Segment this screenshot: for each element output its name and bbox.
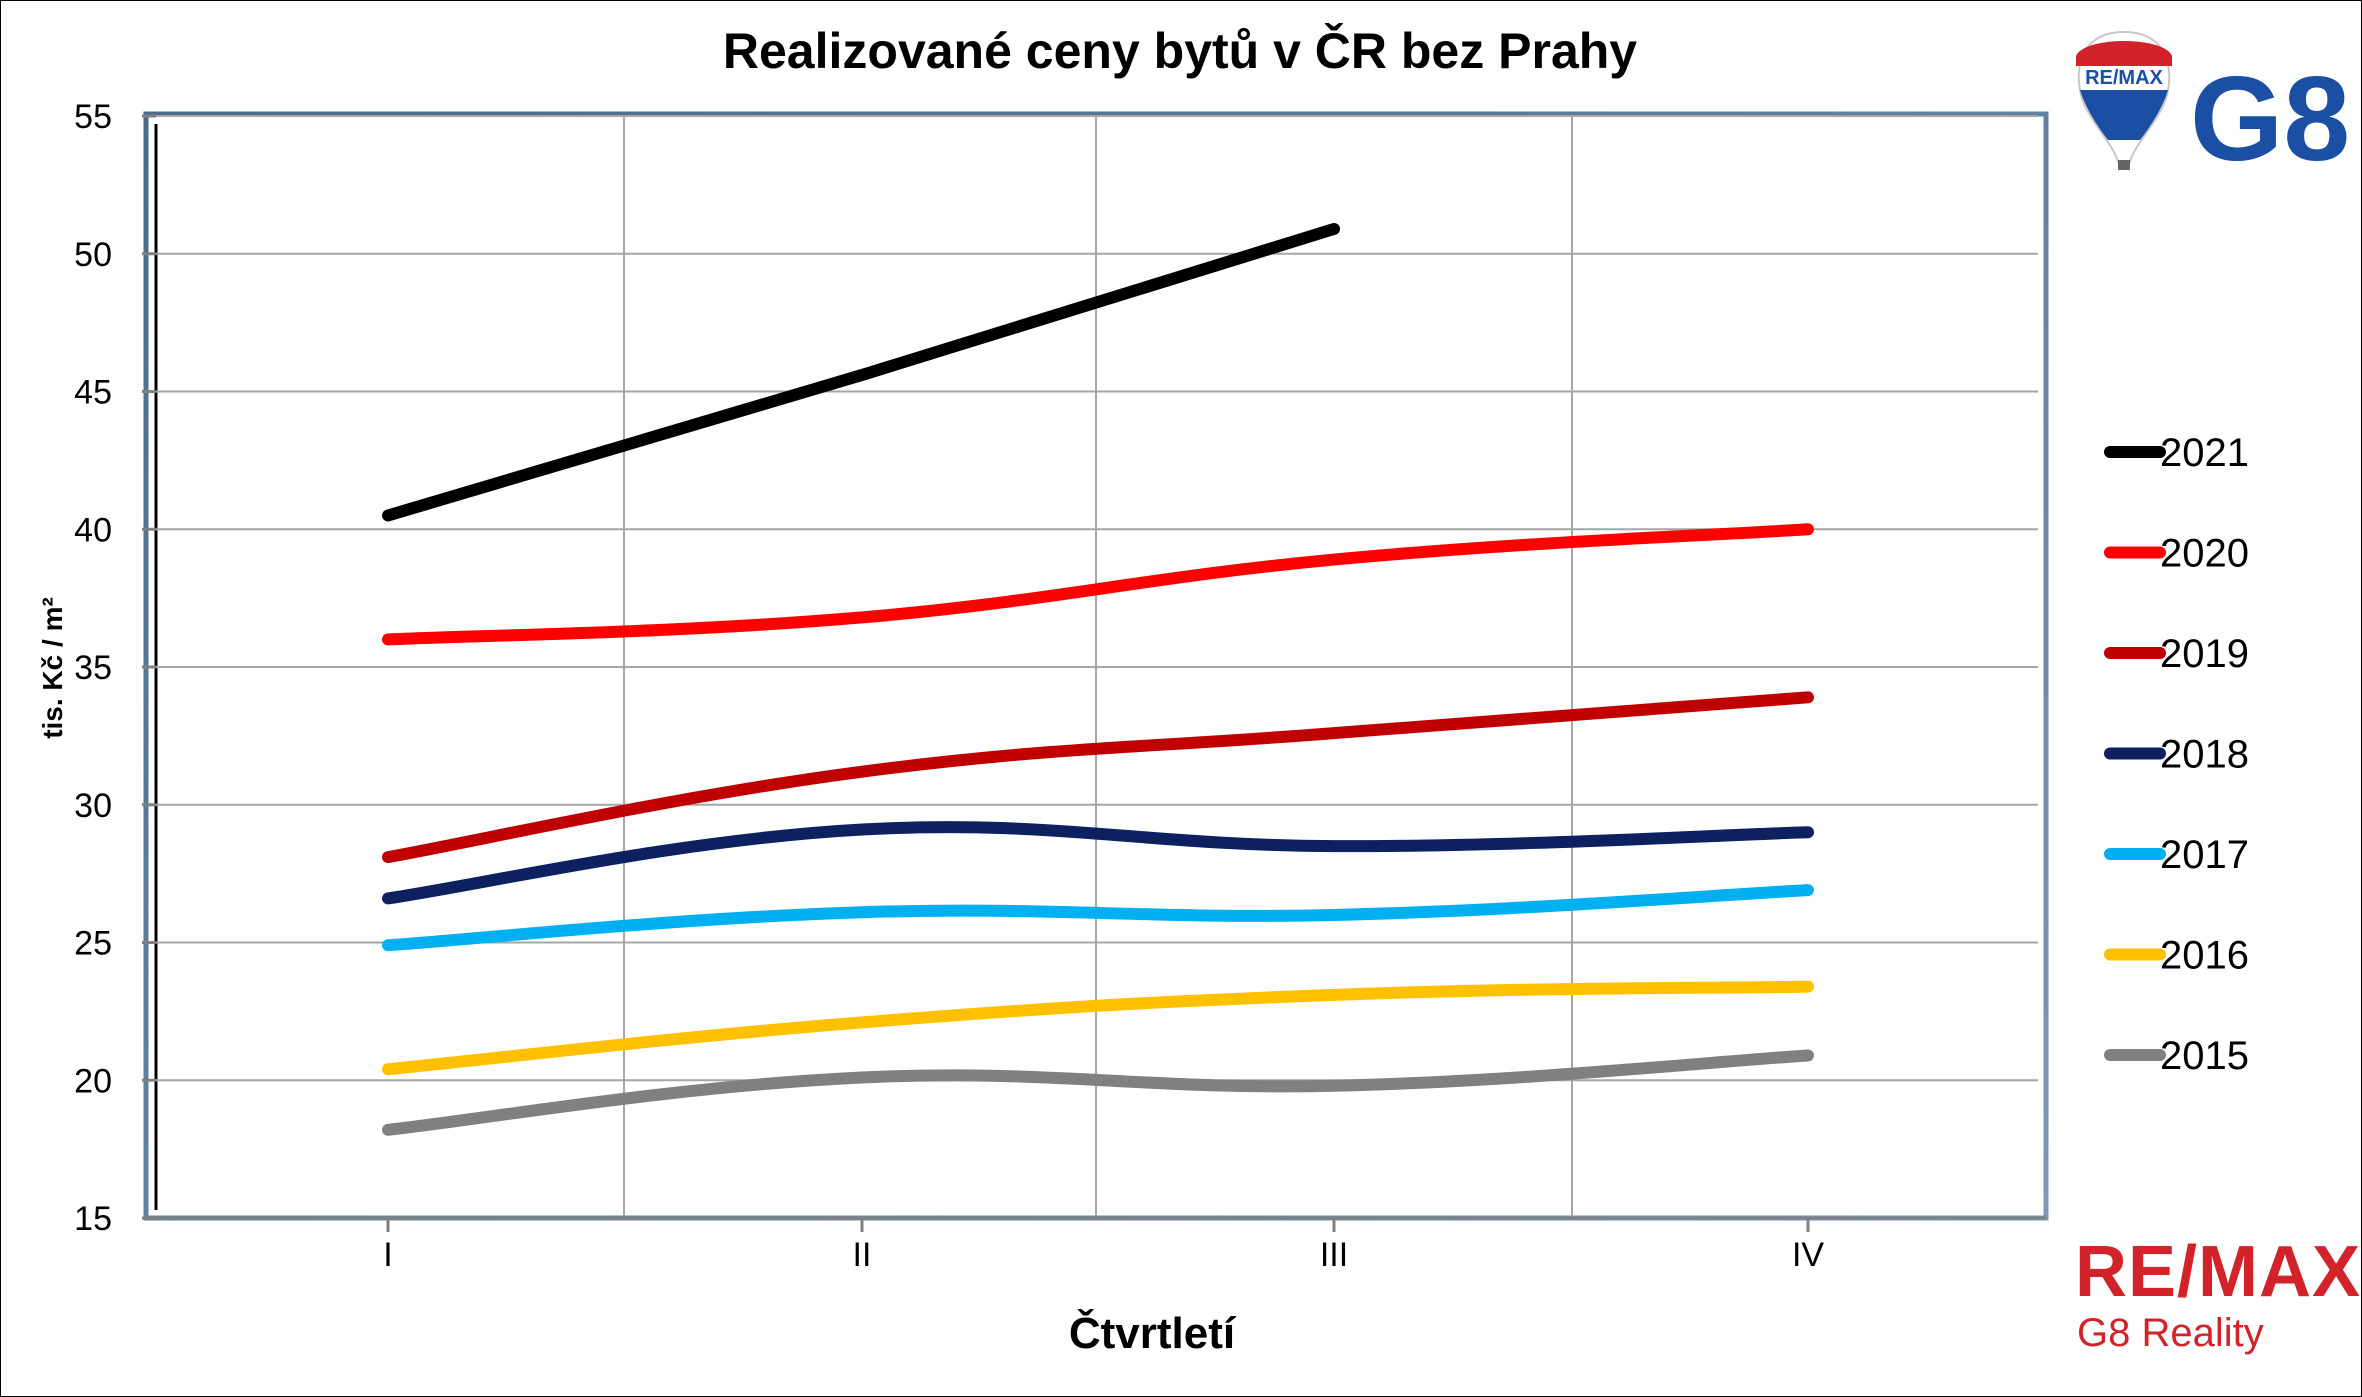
series-line-2016 (382, 980, 1814, 1076)
y-tick-label: 15 (74, 1200, 112, 1238)
y-tick-label: 55 (74, 98, 112, 136)
series-line-2018 (382, 821, 1814, 905)
x-tick-label: III (1320, 1236, 1348, 1274)
legend: 2021 2020 2019 2018 2017 2016 2015 (2104, 431, 2249, 1078)
chart-title: Realizované ceny bytů v ČR bez Prahy (723, 22, 1637, 79)
series-line-2021 (382, 222, 1340, 522)
y-tick-label: 50 (74, 236, 112, 274)
x-tick-label: IV (1792, 1236, 1824, 1274)
g8-logo: G8 (2190, 52, 2350, 186)
y-tick-label: 35 (74, 649, 112, 687)
legend-label-2019: 2019 (2160, 632, 2249, 676)
remax-logo-text: RE/MAX (2075, 1232, 2361, 1312)
series-line-2015 (382, 1049, 1814, 1136)
series-line-2020 (382, 523, 1814, 646)
remax-balloon-logo: RE/MAX (2076, 30, 2172, 170)
series-lines (382, 222, 1814, 1136)
x-tick-label: I (383, 1236, 392, 1274)
series-line-2019 (382, 691, 1814, 864)
legend-label-2017: 2017 (2160, 833, 2249, 877)
y-tick-label: 20 (74, 1062, 112, 1100)
x-axis-label: Čtvrtletí (1069, 1307, 1237, 1358)
legend-label-2021: 2021 (2160, 431, 2249, 475)
y-tick-label: 40 (74, 511, 112, 549)
legend-label-2016: 2016 (2160, 934, 2249, 978)
legend-label-2015: 2015 (2160, 1034, 2249, 1078)
series-line-2017 (382, 884, 1814, 952)
legend-label-2018: 2018 (2160, 733, 2249, 777)
x-tick-labels: I II III IV (383, 1236, 1824, 1274)
legend-label-2020: 2020 (2160, 532, 2249, 576)
y-tick-label: 25 (74, 925, 112, 963)
y-tick-label: 30 (74, 787, 112, 825)
y-tick-label: 45 (74, 374, 112, 412)
x-tick-label: II (853, 1236, 872, 1274)
g8-reality-text: G8 Reality (2077, 1311, 2264, 1355)
gridlines (142, 114, 2046, 1232)
y-axis-label: tis. Kč / m² (37, 597, 68, 739)
y-tick-labels: 15 20 25 30 35 40 45 50 55 (74, 98, 112, 1238)
balloon-label: RE/MAX (2085, 67, 2163, 89)
